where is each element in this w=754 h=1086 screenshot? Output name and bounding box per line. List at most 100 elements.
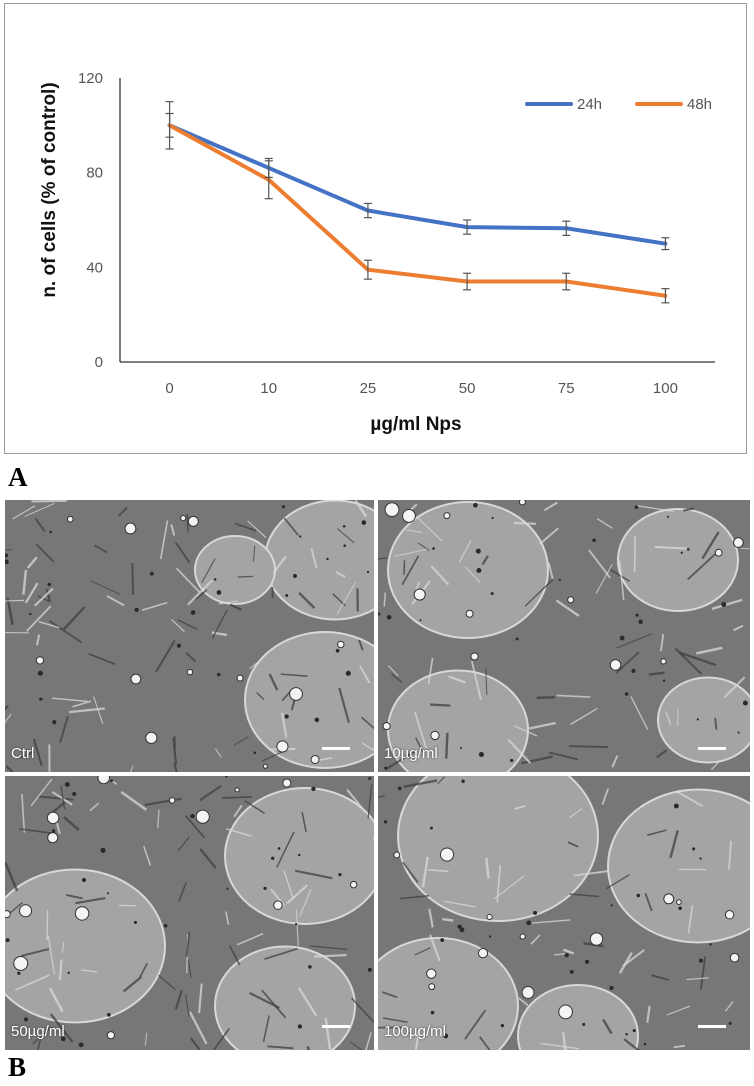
x-tick-label: 25	[360, 380, 377, 397]
cell-process	[233, 736, 249, 746]
cell-process	[48, 987, 64, 1013]
dark-speck	[311, 786, 316, 792]
cell-process	[297, 987, 318, 1017]
line-chart: 0 40 80 120 0 10 25 50 75 100 24h 48h n. of cells…	[39, 70, 715, 435]
bright-cell	[13, 955, 29, 971]
dark-speck	[459, 927, 465, 933]
cell-process	[276, 831, 295, 868]
cell-process	[75, 897, 106, 905]
y-axis-title: n. of cells (% of control)	[39, 82, 60, 297]
dark-speck	[443, 1033, 449, 1039]
dark-speck	[100, 847, 106, 853]
error-bar	[363, 259, 372, 280]
cell-process	[310, 548, 318, 569]
dark-speck	[366, 570, 370, 574]
bright-cell	[35, 656, 45, 665]
cell-process	[427, 657, 434, 685]
cell-process	[399, 895, 429, 900]
dark-speck	[634, 505, 639, 510]
cell-process	[732, 624, 744, 632]
dark-speck	[78, 1042, 84, 1048]
cell-process	[687, 552, 717, 581]
y-tick-label: 80	[86, 165, 103, 182]
cell-process	[36, 634, 41, 646]
dark-speck	[500, 1024, 505, 1028]
micrograph-50ug: 50µg/ml	[5, 776, 374, 1050]
cell-process	[570, 707, 598, 725]
dark-speck	[64, 782, 70, 787]
error-bar	[463, 219, 472, 235]
cell-process	[665, 711, 672, 725]
dark-speck	[60, 1036, 66, 1042]
dark-speck	[632, 1028, 636, 1033]
cell-process	[383, 592, 386, 607]
error-bar	[463, 272, 472, 291]
cell-process	[350, 997, 374, 1024]
dark-speck	[515, 637, 519, 641]
cell-process	[268, 673, 279, 691]
cell-process	[448, 675, 466, 684]
y-tick-labels: 0 40 80 120	[78, 70, 103, 371]
x-tick-label: 10	[260, 380, 277, 397]
dark-speck	[490, 592, 494, 596]
dark-speck	[419, 619, 422, 622]
bright-cell	[465, 609, 474, 618]
dark-speck	[680, 551, 683, 554]
cell-process	[528, 721, 557, 730]
x-tick-label: 75	[558, 380, 575, 397]
cell-process	[360, 716, 374, 730]
bright-cell	[74, 906, 90, 921]
cell-process	[89, 802, 100, 812]
cell-process	[358, 639, 364, 651]
bright-cell	[187, 515, 199, 527]
dark-speck	[678, 906, 682, 911]
bright-cell	[714, 548, 723, 557]
error-bars	[165, 101, 670, 304]
cell-process	[139, 962, 149, 978]
dark-speck	[298, 535, 302, 538]
cell-process	[513, 725, 538, 737]
cell-process	[361, 742, 374, 752]
cell-process	[185, 815, 206, 839]
cell-process	[401, 555, 420, 586]
cell-process	[561, 1032, 567, 1050]
dark-speck	[592, 538, 596, 543]
cell-process	[294, 869, 333, 880]
cell-process	[470, 661, 482, 701]
cell-process	[313, 953, 347, 958]
cell-process	[539, 527, 559, 545]
cell-process	[611, 755, 619, 768]
cell-process	[51, 801, 66, 814]
cell-process	[678, 651, 717, 667]
bright-cell	[289, 687, 303, 701]
cell-process	[644, 892, 653, 912]
cell-process	[674, 647, 703, 675]
cell-process	[588, 549, 611, 579]
cell-process	[141, 601, 168, 611]
bright-cell	[384, 502, 400, 518]
bright-cell	[589, 932, 604, 946]
cell-free-area	[397, 776, 599, 922]
bright-cell	[124, 522, 137, 535]
bright-cell	[660, 658, 667, 665]
cell-process	[170, 619, 185, 633]
cell-process	[122, 975, 143, 993]
cell-process	[158, 974, 176, 991]
cell-process	[623, 1038, 640, 1050]
cell-process	[647, 829, 667, 836]
bright-cell	[337, 640, 345, 649]
cell-process	[295, 909, 299, 946]
dark-speck	[386, 615, 392, 620]
bright-cell	[470, 652, 479, 661]
cell-process	[602, 1018, 613, 1035]
cell-process	[12, 505, 36, 520]
cell-process	[444, 900, 476, 908]
cell-process	[406, 529, 422, 533]
bright-cell	[66, 515, 74, 523]
cell-process	[201, 558, 216, 584]
cell-process	[518, 997, 529, 1007]
cell-process	[94, 544, 108, 554]
bright-cell	[676, 899, 682, 905]
dark-speck	[176, 643, 182, 648]
cell-process	[711, 598, 743, 610]
